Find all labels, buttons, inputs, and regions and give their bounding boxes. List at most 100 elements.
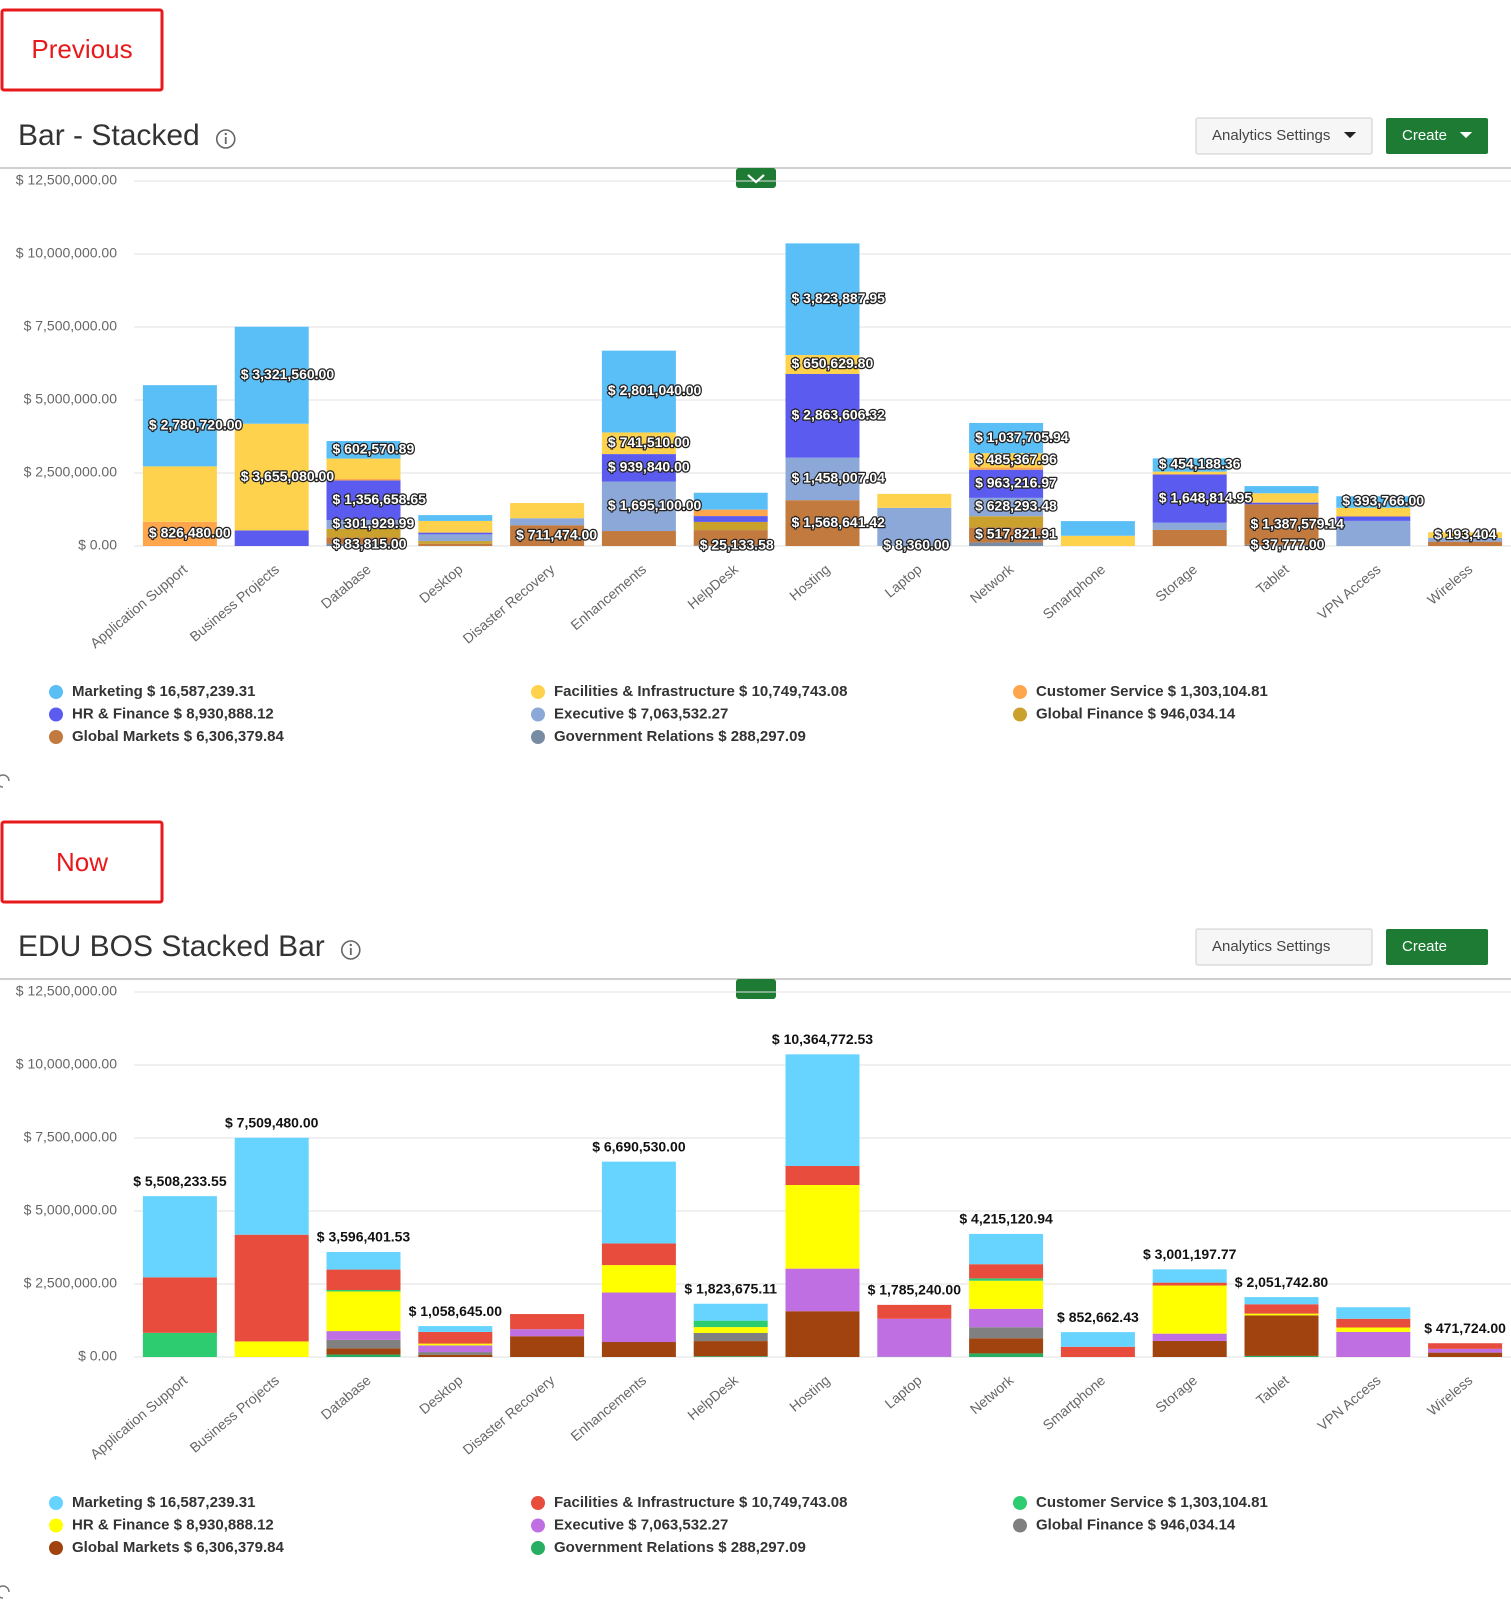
legend-marker[interactable] [1013,1518,1027,1533]
bar-segment [601,531,676,546]
stack-total-label: $ 3,596,401.53 [317,1229,411,1245]
info-icon[interactable] [340,940,361,960]
highlight-box [0,8,164,92]
refresh-icon[interactable] [0,1585,10,1599]
data-label: $ 602,570.89 [333,440,415,456]
legend-marker[interactable] [531,1496,545,1510]
info-icon[interactable] [215,129,236,149]
bar-segment [1244,1315,1319,1356]
legend-marker[interactable] [531,730,545,744]
legend-entry[interactable]: Marketing $ 16,587,239.31 [72,1494,255,1511]
legend-marker[interactable] [531,685,545,699]
legend-entry[interactable]: Marketing $ 16,587,239.31 [72,683,255,700]
bar-segment [693,1303,768,1321]
data-label: $ 939,840.00 [608,459,690,475]
legend-marker[interactable] [49,1518,63,1533]
collapse-tab[interactable] [736,168,776,188]
collapse-tab[interactable] [736,979,776,999]
bar-segment [969,422,1044,454]
stack-total-label: $ 852,662.43 [1057,1309,1139,1325]
bar-segment [1336,1318,1411,1328]
x-tick-label: Network [967,560,1017,606]
legend-marker[interactable] [1013,685,1027,699]
bar-segment [326,1354,401,1357]
data-label: $ 1,356,658.65 [333,491,427,507]
legend-entry[interactable]: Customer Service $ 1,303,104.81 [1036,1494,1268,1511]
legend-entry[interactable]: Government Relations $ 288,297.09 [554,1539,806,1556]
data-label: $ 741,510.00 [608,434,690,450]
stack-total-label: $ 1,058,645.00 [409,1303,503,1319]
legend-marker[interactable] [49,1496,63,1510]
legend-entry[interactable]: Facilities & Infrastructure $ 10,749,743… [554,683,848,700]
bar-segment [877,493,952,508]
bar-segment [785,1311,860,1357]
legend-entry[interactable]: Executive $ 7,063,532.27 [554,1516,728,1533]
stack-total-label: $ 2,051,742.80 [1235,1274,1329,1290]
bar-segment [326,480,401,521]
legend-entry[interactable]: Global Markets $ 6,306,379.84 [72,728,284,745]
legend-entry[interactable]: Customer Service $ 1,303,104.81 [1036,683,1268,700]
bar-segment [510,1336,585,1357]
legend-marker[interactable] [531,1518,545,1533]
highlight-box [0,820,164,904]
bar-segment [234,1234,309,1342]
legend-entry[interactable]: Facilities & Infrastructure $ 10,749,743… [554,1494,848,1511]
legend-entry[interactable]: Global Markets $ 6,306,379.84 [72,1539,284,1556]
bar-segment [326,1251,401,1270]
bar-segment [418,1352,493,1355]
refresh-icon[interactable] [0,774,10,788]
x-tick-label: Enhancements [567,561,649,633]
legend-marker[interactable] [1013,707,1027,722]
bar-segment [1244,1313,1319,1316]
create-button[interactable] [1386,929,1488,965]
bar-segment [418,532,493,535]
bar-segment [234,423,309,531]
bar-segment [1152,1285,1227,1334]
legend-entry[interactable]: Executive $ 7,063,532.27 [554,705,728,722]
y-tick-label: $ 12,500,000.00 [16,983,117,999]
legend-marker[interactable] [49,685,63,699]
bar-segment [1428,1352,1503,1357]
x-tick-label: Laptop [882,561,925,601]
x-tick-label: Disaster Recovery [460,1372,558,1458]
bar-segment [693,492,768,510]
stack-total-label: $ 4,215,120.94 [959,1211,1053,1227]
legend-entry[interactable]: HR & Finance $ 8,930,888.12 [72,705,274,722]
bar-segment [1428,1343,1503,1349]
legend-entry[interactable]: Global Finance $ 946,034.14 [1036,1516,1236,1533]
data-label: $ 2,863,606.32 [792,407,886,423]
legend-entry[interactable]: Government Relations $ 288,297.09 [554,728,806,745]
bar-segment [418,541,493,544]
bar-segment [418,1345,493,1353]
bar-segment [326,440,401,459]
bar-segment [326,543,401,546]
legend-marker[interactable] [49,707,63,722]
bar-segment [418,1343,493,1346]
bar-segment [234,530,309,546]
legend-marker[interactable] [531,1541,545,1555]
create-button[interactable] [1386,118,1488,154]
data-label: $ 2,801,040.00 [608,382,702,398]
bar-segment [601,1292,676,1343]
bar-segment [142,1196,217,1278]
legend-marker[interactable] [1013,1496,1027,1510]
legend-entry[interactable]: HR & Finance $ 8,930,888.12 [72,1516,274,1533]
bar-segment [326,1348,401,1355]
legend-marker[interactable] [531,707,545,722]
bar-segment [785,243,860,356]
data-label: $ 301,929.99 [333,515,415,531]
bar-segment [1336,507,1411,517]
bar-segment [418,515,493,521]
legend-marker[interactable] [49,730,63,744]
x-tick-label: Desktop [416,1372,466,1417]
x-tick-label: Database [318,561,374,612]
x-tick-label: Application Support [87,1372,190,1462]
legend-marker[interactable] [49,1541,63,1555]
analytics-settings-button[interactable] [1195,928,1373,966]
y-tick-label: $ 0.00 [78,537,117,553]
x-tick-label: Smartphone [1039,1372,1108,1433]
analytics-settings-button[interactable] [1195,117,1373,155]
legend-entry[interactable]: Global Finance $ 946,034.14 [1036,705,1236,722]
bar-segment [969,1233,1044,1265]
